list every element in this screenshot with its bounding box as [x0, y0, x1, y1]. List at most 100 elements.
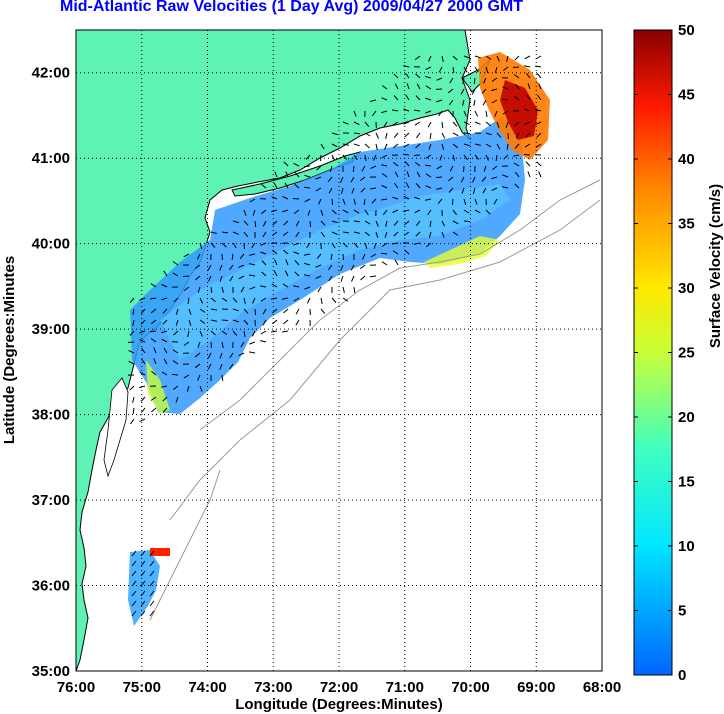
velocity-vector: [461, 187, 465, 194]
velocity-vector: [452, 220, 459, 225]
velocity-vector: [243, 319, 249, 325]
velocity-vector: [221, 286, 224, 293]
plot-frame: [75, 29, 603, 672]
velocity-vector: [162, 308, 168, 314]
velocity-vector: [210, 341, 212, 349]
velocity-vector: [293, 251, 300, 255]
velocity-vector: [128, 360, 135, 365]
velocity-vector: [260, 209, 267, 215]
velocity-vector: [208, 275, 212, 282]
velocity-vector: [183, 286, 190, 292]
velocity-vector: [273, 182, 278, 189]
velocity-vector: [523, 65, 531, 68]
velocity-vector: [284, 270, 289, 277]
velocity-vector: [294, 260, 300, 266]
velocity-vector: [243, 220, 249, 226]
velocity-vector: [221, 341, 224, 348]
velocity-vector: [429, 132, 432, 139]
velocity-vector: [463, 198, 467, 205]
velocity-vector: [131, 580, 137, 587]
velocity-vector: [340, 187, 344, 194]
colorbar-tick-label: 15: [678, 474, 695, 491]
velocity-vector: [219, 275, 223, 282]
velocity-vector: [512, 66, 520, 68]
velocity-vector: [249, 286, 256, 290]
velocity-vector: [353, 121, 360, 126]
x-tick-label: 72:00: [320, 679, 358, 696]
velocity-vector: [129, 330, 135, 336]
velocity-vector: [161, 385, 168, 388]
velocity-vector: [340, 176, 344, 183]
velocity-vector: [149, 560, 155, 567]
velocity-vector: [240, 286, 245, 293]
velocity-vector: [150, 319, 157, 325]
velocity-vector: [502, 186, 509, 189]
velocity-vector: [515, 132, 520, 139]
velocity-vector: [353, 110, 357, 117]
velocity-vector: [485, 55, 492, 60]
velocity-vector: [210, 319, 217, 322]
velocity-vector: [150, 283, 157, 288]
velocity-vector: [285, 171, 289, 178]
velocity-vector: [463, 110, 467, 117]
velocity-vector: [141, 347, 146, 354]
velocity-vector: [403, 108, 410, 112]
colorbar-tick-label: 25: [678, 345, 695, 362]
velocity-vector: [535, 143, 542, 148]
velocity-vector: [502, 110, 509, 115]
velocity-vector: [535, 65, 542, 68]
velocity-vector: [140, 610, 146, 617]
velocity-vector: [363, 198, 366, 205]
velocity-vector: [254, 220, 257, 228]
velocity-vector: [496, 143, 501, 150]
velocity-vector: [414, 55, 421, 60]
velocity-vector: [375, 231, 379, 238]
velocity-vector: [163, 358, 168, 365]
velocity-vector: [460, 176, 465, 183]
velocity-vector: [404, 132, 410, 138]
velocity-vector: [393, 95, 399, 101]
velocity-vector: [393, 132, 399, 139]
velocity-vector: [182, 275, 190, 277]
velocity-vector: [342, 297, 349, 302]
bathymetry-contour: [199, 179, 601, 431]
y-tick-label: 36:00: [32, 578, 70, 595]
velocity-vector: [405, 72, 410, 79]
velocity-vector: [426, 242, 432, 248]
velocity-vector: [210, 231, 217, 234]
velocity-vector: [309, 220, 312, 228]
velocity-vector: [260, 285, 267, 288]
velocity-vector: [505, 121, 509, 128]
velocity-vector: [150, 308, 157, 314]
velocity-vector: [342, 198, 346, 205]
x-tick-label: 69:00: [517, 679, 555, 696]
velocity-vector: [131, 570, 137, 577]
velocity-vector: [525, 161, 531, 167]
velocity-vector: [149, 550, 155, 557]
y-tick-label: 37:00: [32, 492, 70, 509]
velocity-vector: [272, 308, 278, 314]
velocity-vector: [183, 374, 190, 379]
velocity-vector: [331, 154, 336, 161]
velocity-vector: [251, 242, 256, 249]
velocity-vector: [249, 274, 256, 277]
velocity-vector: [139, 330, 146, 334]
velocity-vector: [350, 264, 355, 271]
velocity-vector: [131, 590, 137, 597]
velocity-vector: [172, 360, 179, 365]
velocity-vector: [424, 198, 432, 201]
velocity-vector: [463, 154, 469, 161]
velocity-vector: [441, 220, 446, 227]
velocity-vector: [342, 121, 349, 125]
velocity-vector: [172, 349, 179, 354]
velocity-vector: [240, 341, 245, 348]
velocity-vector: [232, 330, 238, 336]
velocity-vector: [414, 161, 421, 167]
velocity-vector: [536, 161, 542, 167]
velocity-vector: [506, 143, 509, 150]
velocity-vector: [221, 374, 224, 382]
velocity-vector: [474, 121, 481, 125]
velocity-vector: [293, 242, 300, 246]
velocity-vector: [318, 198, 322, 205]
velocity-vector: [524, 143, 531, 148]
